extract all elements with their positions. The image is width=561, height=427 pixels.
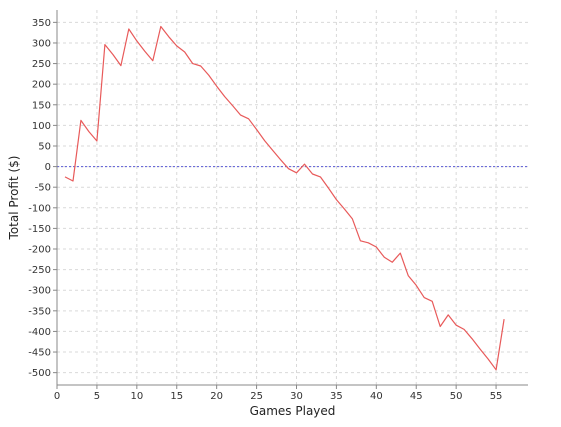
x-tick-label: 50	[450, 391, 463, 402]
y-tick-label: 0	[45, 162, 51, 173]
x-tick-label: 15	[170, 391, 183, 402]
y-tick-label: 250	[32, 59, 51, 70]
y-tick-label: -50	[35, 183, 51, 194]
y-tick-label: 350	[32, 18, 51, 29]
x-tick-label: 55	[490, 391, 503, 402]
y-tick-label: -250	[28, 265, 51, 276]
x-tick-label: 30	[290, 391, 303, 402]
y-tick-label: -100	[28, 203, 51, 214]
y-tick-label: -200	[28, 245, 51, 256]
x-tick-label: 10	[130, 391, 143, 402]
y-tick-label: 50	[38, 141, 51, 152]
y-tick-label: -450	[28, 348, 51, 359]
x-tick-label: 35	[330, 391, 343, 402]
y-tick-label: -400	[28, 327, 51, 338]
y-tick-label: -350	[28, 306, 51, 317]
x-tick-label: 40	[370, 391, 383, 402]
y-tick-label: 100	[32, 121, 51, 132]
y-axis-title: Total Profit ($)	[7, 156, 21, 241]
y-tick-label: -500	[28, 368, 51, 379]
x-tick-label: 5	[94, 391, 100, 402]
x-tick-label: 45	[410, 391, 423, 402]
plot-area	[57, 10, 528, 385]
x-tick-label: 25	[250, 391, 263, 402]
y-tick-label: 150	[32, 100, 51, 111]
profit-series-line	[64, 25, 505, 371]
y-tick-label: -150	[28, 224, 51, 235]
y-tick-label: 300	[32, 38, 51, 49]
y-tick-label: 200	[32, 80, 51, 91]
x-axis-title: Games Played	[250, 404, 336, 418]
y-tick-label: -300	[28, 286, 51, 297]
x-tick-label: 0	[54, 391, 60, 402]
x-tick-label: 20	[210, 391, 223, 402]
